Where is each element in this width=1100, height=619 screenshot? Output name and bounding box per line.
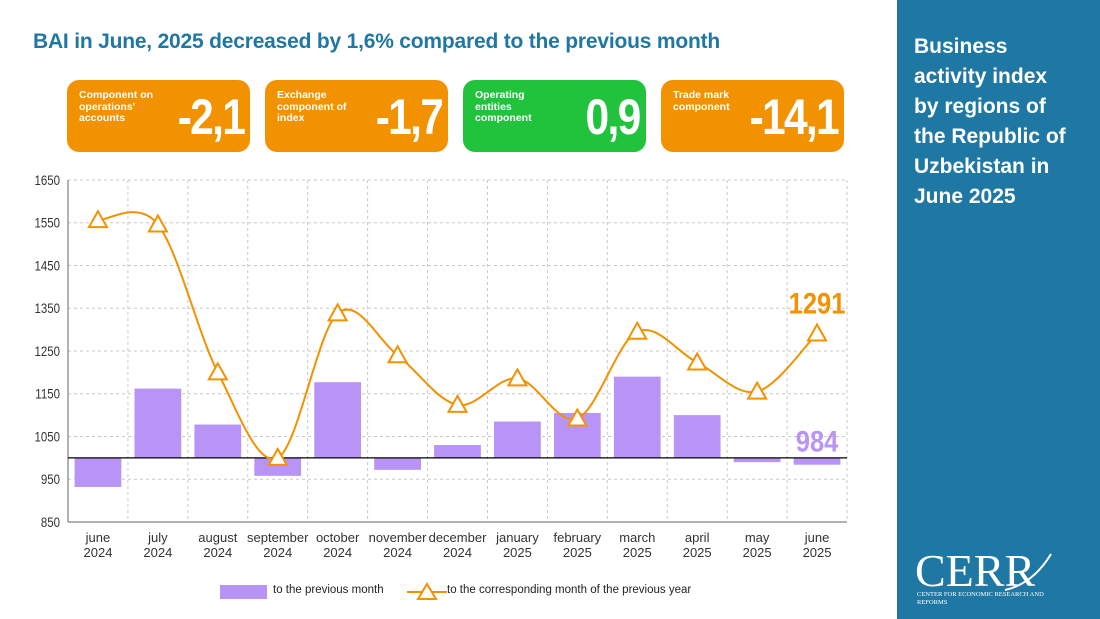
data-label: 984 <box>796 425 839 458</box>
x-tick-label: november <box>369 530 427 545</box>
x-tick-label-year: 2024 <box>203 545 232 560</box>
card-operating-entities: Operating entities component 0,9 <box>463 80 646 152</box>
bar <box>673 415 721 458</box>
bar <box>194 424 242 458</box>
bar <box>733 457 781 463</box>
x-tick-label-year: 2024 <box>443 545 472 560</box>
bar <box>494 421 541 458</box>
logo-subtitle: Center for Economic Research and Reforms <box>917 591 1044 606</box>
x-tick-label-year: 2024 <box>383 545 412 560</box>
cerr-logo: CERR Center for Economic Research and Re… <box>915 548 1065 608</box>
y-tick-label: 1250 <box>34 343 60 359</box>
line-point <box>386 344 409 364</box>
bar <box>374 457 421 470</box>
sidebar-title: Business activity index by regions of th… <box>914 35 1066 208</box>
legend-label: to the previous month <box>273 584 384 596</box>
x-tick-label-year: 2025 <box>803 545 832 560</box>
y-tick-label: 950 <box>41 471 60 487</box>
bar <box>254 457 302 476</box>
x-tick-label-year: 2025 <box>683 545 712 560</box>
card-label: Component on operations' accounts <box>79 89 154 124</box>
x-tick-label: april <box>685 530 710 545</box>
x-tick-label-year: 2025 <box>503 545 532 560</box>
sidebar: Business activity index by regions of th… <box>897 0 1100 619</box>
y-tick-label: 1350 <box>34 300 60 316</box>
card-label: Exchange component of index <box>277 89 347 124</box>
line-point <box>87 209 109 229</box>
line-point <box>626 320 648 340</box>
bar <box>74 457 122 487</box>
y-tick-label: 1550 <box>34 215 60 231</box>
line-point <box>446 393 469 413</box>
x-tick-label: june <box>85 530 111 545</box>
card-value: 0,9 <box>586 89 642 145</box>
x-tick-label-year: 2024 <box>143 545 172 560</box>
x-tick-label-year: 2025 <box>563 545 592 560</box>
card-exchange: Exchange component of index -1,7 <box>265 80 448 152</box>
line-point <box>506 367 529 387</box>
x-tick-label: june <box>804 530 830 545</box>
y-tick-label: 1650 <box>34 172 60 188</box>
data-label: 1291 <box>789 287 846 320</box>
triangle-marker-icon <box>407 582 447 600</box>
bar <box>434 445 481 458</box>
x-tick-label: september <box>247 530 309 545</box>
x-tick-label-year: 2024 <box>84 545 113 560</box>
x-tick-label: october <box>316 530 360 545</box>
card-trade-mark: Trade mark component -14,1 <box>661 80 844 152</box>
x-tick-label-year: 2024 <box>323 545 352 560</box>
x-tick-label: january <box>495 530 539 545</box>
chart-title: BAI in June, 2025 decreased by 1,6% comp… <box>33 30 721 53</box>
y-tick-label: 1050 <box>34 428 60 444</box>
card-label: Trade mark component <box>673 89 730 113</box>
card-value: -1,7 <box>375 89 444 145</box>
bar <box>613 376 661 458</box>
line-point <box>686 351 708 371</box>
y-tick-label: 1450 <box>34 257 60 273</box>
y-tick-label: 850 <box>41 514 60 530</box>
bai-chart: 8509501050115012501350145015501650june20… <box>34 172 848 560</box>
line-point <box>207 361 229 381</box>
x-tick-label: february <box>553 530 601 545</box>
line-point <box>326 302 349 322</box>
y-tick-label: 1150 <box>35 386 60 402</box>
x-tick-label: december <box>429 530 487 545</box>
x-tick-label-year: 2024 <box>263 545 292 560</box>
legend-label: to the corresponding month of the previo… <box>447 584 692 596</box>
line-point <box>806 322 828 342</box>
card-value: -2,1 <box>177 89 246 145</box>
line-point <box>566 407 589 427</box>
bar <box>314 382 362 458</box>
x-tick-label: march <box>619 530 655 545</box>
line-point <box>746 380 768 400</box>
bar <box>134 388 182 458</box>
line-point <box>147 213 169 233</box>
x-tick-label-year: 2025 <box>623 545 652 560</box>
logo-swoosh-icon <box>1004 553 1052 591</box>
bar <box>793 457 841 465</box>
x-tick-label: july <box>147 530 168 545</box>
bar-swatch-icon <box>220 585 267 599</box>
card-label: Operating entities component <box>475 89 532 124</box>
x-tick-label: may <box>745 530 770 545</box>
card-operations-accounts: Component on operations' accounts -2,1 <box>67 80 250 152</box>
x-tick-label: august <box>198 530 237 545</box>
line-point <box>267 446 289 466</box>
x-tick-label-year: 2025 <box>743 545 772 560</box>
card-value: -14,1 <box>749 89 840 145</box>
